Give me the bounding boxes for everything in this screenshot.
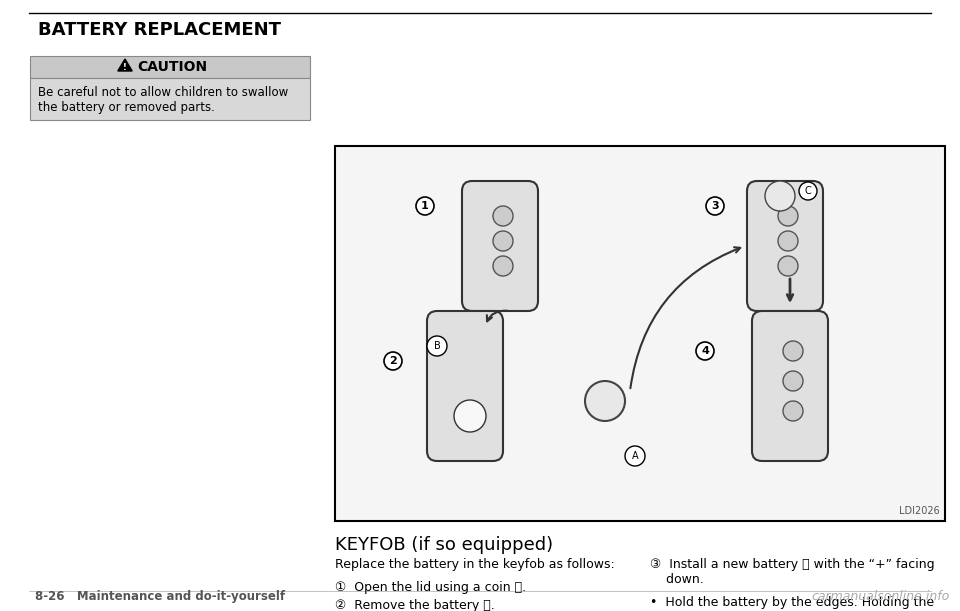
Text: 8-26   Maintenance and do-it-yourself: 8-26 Maintenance and do-it-yourself [35, 590, 285, 603]
FancyBboxPatch shape [335, 146, 945, 521]
Text: 3: 3 [711, 201, 719, 211]
Text: Be careful not to allow children to swallow
the battery or removed parts.: Be careful not to allow children to swal… [38, 86, 288, 114]
Circle shape [493, 256, 513, 276]
Text: LDI2026: LDI2026 [900, 506, 940, 516]
Circle shape [384, 352, 402, 370]
Circle shape [493, 231, 513, 251]
FancyBboxPatch shape [30, 78, 310, 120]
Text: !: ! [123, 64, 127, 73]
Circle shape [783, 341, 803, 361]
Text: 1: 1 [421, 201, 429, 211]
FancyBboxPatch shape [427, 311, 503, 461]
Circle shape [454, 400, 486, 432]
Text: B: B [434, 341, 441, 351]
Circle shape [765, 181, 795, 211]
Text: KEYFOB (if so equipped): KEYFOB (if so equipped) [335, 536, 553, 554]
Circle shape [493, 206, 513, 226]
Text: 4: 4 [701, 346, 708, 356]
Text: Replace the battery in the keyfob as follows:: Replace the battery in the keyfob as fol… [335, 558, 614, 571]
Circle shape [778, 231, 798, 251]
Text: ①  Open the lid using a coin Ⓐ.: ① Open the lid using a coin Ⓐ. [335, 581, 526, 594]
Text: ③  Install a new battery Ⓒ with the “+” facing
    down.: ③ Install a new battery Ⓒ with the “+” f… [650, 558, 935, 586]
Circle shape [696, 342, 714, 360]
Circle shape [427, 336, 447, 356]
Text: •  Hold the battery by the edges. Holding the
   battery across the contact poin: • Hold the battery by the edges. Holding… [650, 596, 934, 611]
FancyBboxPatch shape [462, 181, 538, 311]
FancyBboxPatch shape [747, 181, 823, 311]
Circle shape [706, 197, 724, 215]
Circle shape [783, 401, 803, 421]
Circle shape [585, 381, 625, 421]
Text: ②  Remove the battery Ⓑ.: ② Remove the battery Ⓑ. [335, 599, 494, 611]
FancyBboxPatch shape [30, 56, 310, 78]
Text: 2: 2 [389, 356, 396, 366]
Circle shape [625, 446, 645, 466]
Text: CAUTION: CAUTION [137, 60, 207, 74]
Circle shape [778, 256, 798, 276]
Text: C: C [804, 186, 811, 196]
Circle shape [416, 197, 434, 215]
FancyBboxPatch shape [752, 311, 828, 461]
Text: A: A [632, 451, 638, 461]
Circle shape [783, 371, 803, 391]
Circle shape [799, 182, 817, 200]
Circle shape [778, 206, 798, 226]
Text: carmanualsonline.info: carmanualsonline.info [812, 590, 950, 603]
Text: BATTERY REPLACEMENT: BATTERY REPLACEMENT [38, 21, 281, 39]
Polygon shape [118, 59, 132, 71]
